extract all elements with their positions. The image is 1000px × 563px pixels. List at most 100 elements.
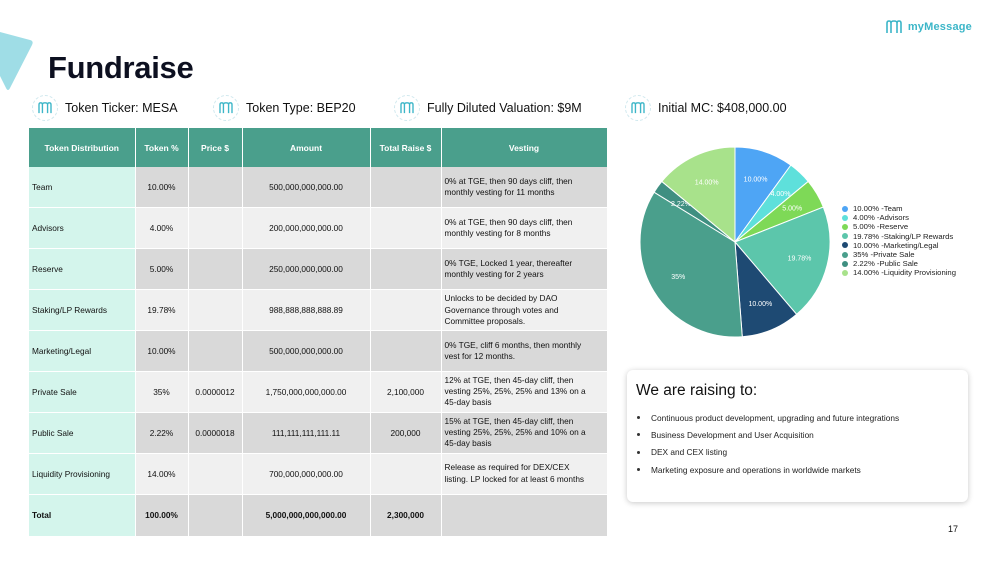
column-header: Amount [242,128,371,167]
table-row: Reserve 5.00% 250,000,000,000.00 0% TGE,… [29,248,608,291]
pie-slice-label: 5.00% [782,206,802,213]
list-item-text: Marketing exposure and operations in wor… [651,464,861,475]
row-name: Advisors [29,207,136,250]
row-token-pct: 19.78% [135,289,189,332]
column-header: Total Raise $ [370,128,442,167]
row-total-raise: 200,000 [370,412,442,454]
row-token-pct: 10.00% [135,167,189,209]
table-row: Private Sale 35% 0.0000012 1,750,000,000… [29,371,608,413]
row-total-raise [370,248,442,291]
pie-slice-label: 35% [671,274,685,281]
legend-item: 10.00% -Marketing/Legal [842,241,956,250]
bullet-icon [637,416,640,420]
row-vesting: 0% TGE, cliff 6 months, then monthly vest… [441,330,608,372]
row-token-pct: 4.00% [135,207,189,250]
pie-slice [661,146,736,244]
info-initial-mc: Initial MC: $408,000.00 [625,95,787,121]
legend-label: 14.00% -Liquidity Provisioning [853,268,956,278]
legend-item: 35% -Private Sale [842,250,956,259]
row-token-pct: 5.00% [135,248,189,291]
row-amount: 111,111,111,111.11 [242,412,371,454]
row-vesting: Unlocks to be decided by DAO Governance t… [441,289,608,332]
token-distribution-table: Token Distribution Token % Price $ Amoun… [29,128,608,537]
legend-swatch [842,260,848,267]
row-total-raise: 2,100,000 [370,371,442,413]
table-row: Marketing/Legal 10.00% 500,000,000,000.0… [29,330,608,372]
pie-slice-label: 4.00% [771,191,791,198]
row-token-pct: 14.00% [135,453,189,495]
row-amount: 700,000,000,000.00 [242,453,371,495]
row-total-raise [370,453,442,495]
legend-item: 19.78% -Staking/LP Rewards [842,232,956,241]
brand-name: myMessage [907,21,972,33]
row-price [188,207,243,250]
legend-swatch [842,269,848,276]
corner-decoration [0,32,33,90]
list-item-text: Business Development and User Acquisitio… [651,429,814,440]
table-row: Public Sale 2.22% 0.0000018 111,111,111,… [29,412,608,454]
total-vesting [441,494,608,537]
row-price [188,167,243,209]
row-amount: 200,000,000,000.00 [242,207,371,250]
info-label: Token Type: BEP20 [246,101,356,115]
row-name: Liquidity Provisioning [29,453,136,495]
table-total-row: Total 100.00% 5,000,000,000,000.00 2,300… [29,494,608,537]
row-amount: 1,750,000,000,000.00 [242,371,371,413]
legend-item: 5.00% -Reserve [842,222,956,231]
column-header: Vesting [441,128,608,167]
info-token-ticker: Token Ticker: MESA [32,95,178,121]
legend-label: 10.00% -Marketing/Legal [853,240,939,250]
pie-legend: 10.00% -Team 4.00% -Advisors 5.00% -Reserv… [842,204,956,278]
pie-slice-label: 2.22% [671,201,691,208]
legend-label: 4.00% -Advisors [853,213,909,223]
raising-list: Continuous product development, upgradin… [636,409,958,478]
row-vesting: Release as required for DEX/CEX listing. … [441,453,608,495]
m-badge-icon [394,95,420,121]
row-vesting: 0% TGE, Locked 1 year, thereafter monthly… [441,248,608,291]
row-total-raise [370,207,442,250]
legend-swatch [842,223,848,230]
row-total-raise [370,330,442,372]
raising-title: We are raising to: [636,382,758,399]
row-vesting: 0% at TGE, then 90 days cliff, then month… [441,207,608,250]
pie-slice-label: 14.00% [695,179,719,186]
row-amount: 988,888,888,888.89 [242,289,371,332]
row-price [188,330,243,372]
row-price: 0.0000018 [188,412,243,454]
pie-slice-label: 19.78% [788,256,812,263]
list-item: Continuous product development, upgradin… [636,409,958,426]
bullet-icon [637,433,640,437]
info-token-type: Token Type: BEP20 [213,95,356,121]
m-badge-icon [213,95,239,121]
row-total-raise [370,167,442,209]
pie-slice-label: 10.00% [744,176,768,183]
page-title: Fundraise [48,50,194,85]
column-header: Token Distribution [29,128,136,167]
page-number: 17 [948,524,959,534]
row-vesting: 0% at TGE, then 90 days cliff, then month… [441,167,608,209]
row-name: Private Sale [29,371,136,413]
row-token-pct: 2.22% [135,412,189,454]
legend-swatch [842,205,848,212]
total-token-pct: 100.00% [135,494,189,537]
total-label: Total [29,494,136,537]
raising-card: We are raising to: Continuous product de… [627,370,968,502]
list-item-text: Continuous product development, upgradin… [651,412,900,423]
legend-item: 14.00% -Liquidity Provisioning [842,268,956,277]
list-item-text: DEX and CEX listing [651,447,728,458]
total-price [188,494,243,537]
row-name: Team [29,167,136,209]
total-amount: 5,000,000,000,000.00 [242,494,371,537]
m-badge-icon [625,95,651,121]
pie-slice [734,206,831,316]
table-row: Liquidity Provisioning 14.00% 700,000,00… [29,453,608,495]
legend-label: 35% -Private Sale [853,250,915,260]
row-amount: 500,000,000,000.00 [242,167,371,209]
row-token-pct: 10.00% [135,330,189,372]
legend-swatch [842,233,848,240]
legend-item: 10.00% -Team [842,204,956,213]
column-header: Token % [135,128,189,167]
info-fdv: Fully Diluted Valuation: $9M [394,95,582,121]
pie-slice [639,191,743,338]
row-name: Staking/LP Rewards [29,289,136,332]
